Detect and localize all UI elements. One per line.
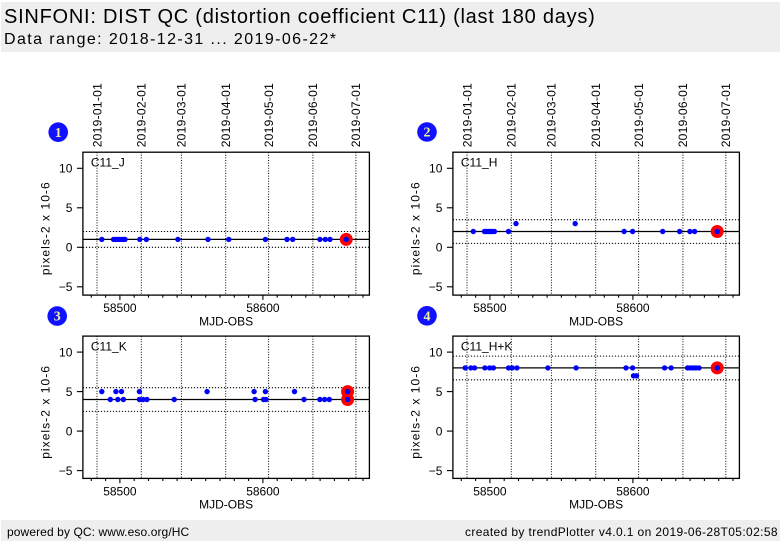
svg-text:2019-04-01: 2019-04-01 bbox=[219, 83, 233, 147]
svg-text:5: 5 bbox=[66, 385, 73, 399]
svg-text:5: 5 bbox=[436, 201, 443, 215]
svg-text:5: 5 bbox=[66, 201, 73, 215]
svg-text:0: 0 bbox=[436, 241, 443, 255]
svg-text:pixels-2 x 10-6: pixels-2 x 10-6 bbox=[409, 365, 423, 459]
svg-text:10: 10 bbox=[429, 162, 443, 176]
svg-text:C11_H+K: C11_H+K bbox=[461, 339, 512, 353]
svg-text:0: 0 bbox=[436, 424, 443, 438]
svg-text:MJD-OBS: MJD-OBS bbox=[569, 498, 623, 512]
svg-text:58500: 58500 bbox=[473, 301, 507, 315]
svg-text:58500: 58500 bbox=[473, 484, 507, 498]
svg-text:pixels-2 x 10-6: pixels-2 x 10-6 bbox=[39, 365, 53, 459]
svg-text:0: 0 bbox=[66, 424, 73, 438]
svg-text:MJD-OBS: MJD-OBS bbox=[199, 314, 253, 328]
svg-text:58500: 58500 bbox=[103, 484, 137, 498]
svg-text:10: 10 bbox=[59, 162, 73, 176]
svg-text:C11_H: C11_H bbox=[461, 156, 497, 170]
svg-text:1: 1 bbox=[55, 126, 62, 141]
svg-text:58600: 58600 bbox=[616, 484, 650, 498]
svg-text:2019-02-01: 2019-02-01 bbox=[505, 83, 519, 147]
svg-text:−5: −5 bbox=[59, 464, 73, 478]
svg-text:pixels-2 x 10-6: pixels-2 x 10-6 bbox=[409, 181, 423, 275]
svg-text:pixels-2 x 10-6: pixels-2 x 10-6 bbox=[39, 181, 53, 275]
svg-text:58500: 58500 bbox=[103, 301, 137, 315]
svg-text:2019-01-01: 2019-01-01 bbox=[90, 83, 104, 147]
svg-text:MJD-OBS: MJD-OBS bbox=[199, 498, 253, 512]
svg-text:2: 2 bbox=[424, 126, 431, 141]
svg-text:58600: 58600 bbox=[246, 484, 280, 498]
svg-text:MJD-OBS: MJD-OBS bbox=[569, 314, 623, 328]
svg-text:10: 10 bbox=[59, 345, 73, 359]
svg-text:10: 10 bbox=[429, 345, 443, 359]
svg-text:C11_J: C11_J bbox=[91, 156, 125, 170]
svg-text:−5: −5 bbox=[429, 464, 443, 478]
svg-text:0: 0 bbox=[66, 241, 73, 255]
svg-text:C11_K: C11_K bbox=[91, 339, 127, 353]
svg-text:58600: 58600 bbox=[616, 301, 650, 315]
svg-text:2019-07-01: 2019-07-01 bbox=[719, 83, 733, 147]
svg-text:2019-02-01: 2019-02-01 bbox=[135, 83, 149, 147]
svg-text:2019-05-01: 2019-05-01 bbox=[262, 83, 276, 147]
svg-text:2019-05-01: 2019-05-01 bbox=[632, 83, 646, 147]
svg-text:−5: −5 bbox=[429, 280, 443, 294]
svg-text:58600: 58600 bbox=[246, 301, 280, 315]
svg-text:−5: −5 bbox=[59, 280, 73, 294]
svg-text:5: 5 bbox=[436, 385, 443, 399]
svg-text:4: 4 bbox=[424, 309, 431, 324]
svg-text:2019-03-01: 2019-03-01 bbox=[175, 83, 189, 147]
svg-text:2019-01-01: 2019-01-01 bbox=[460, 83, 474, 147]
svg-text:2019-06-01: 2019-06-01 bbox=[306, 83, 320, 147]
svg-text:2019-06-01: 2019-06-01 bbox=[676, 83, 690, 147]
svg-text:2019-04-01: 2019-04-01 bbox=[589, 83, 603, 147]
svg-text:3: 3 bbox=[54, 310, 61, 325]
svg-text:2019-07-01: 2019-07-01 bbox=[349, 83, 363, 147]
svg-text:2019-03-01: 2019-03-01 bbox=[545, 83, 559, 147]
